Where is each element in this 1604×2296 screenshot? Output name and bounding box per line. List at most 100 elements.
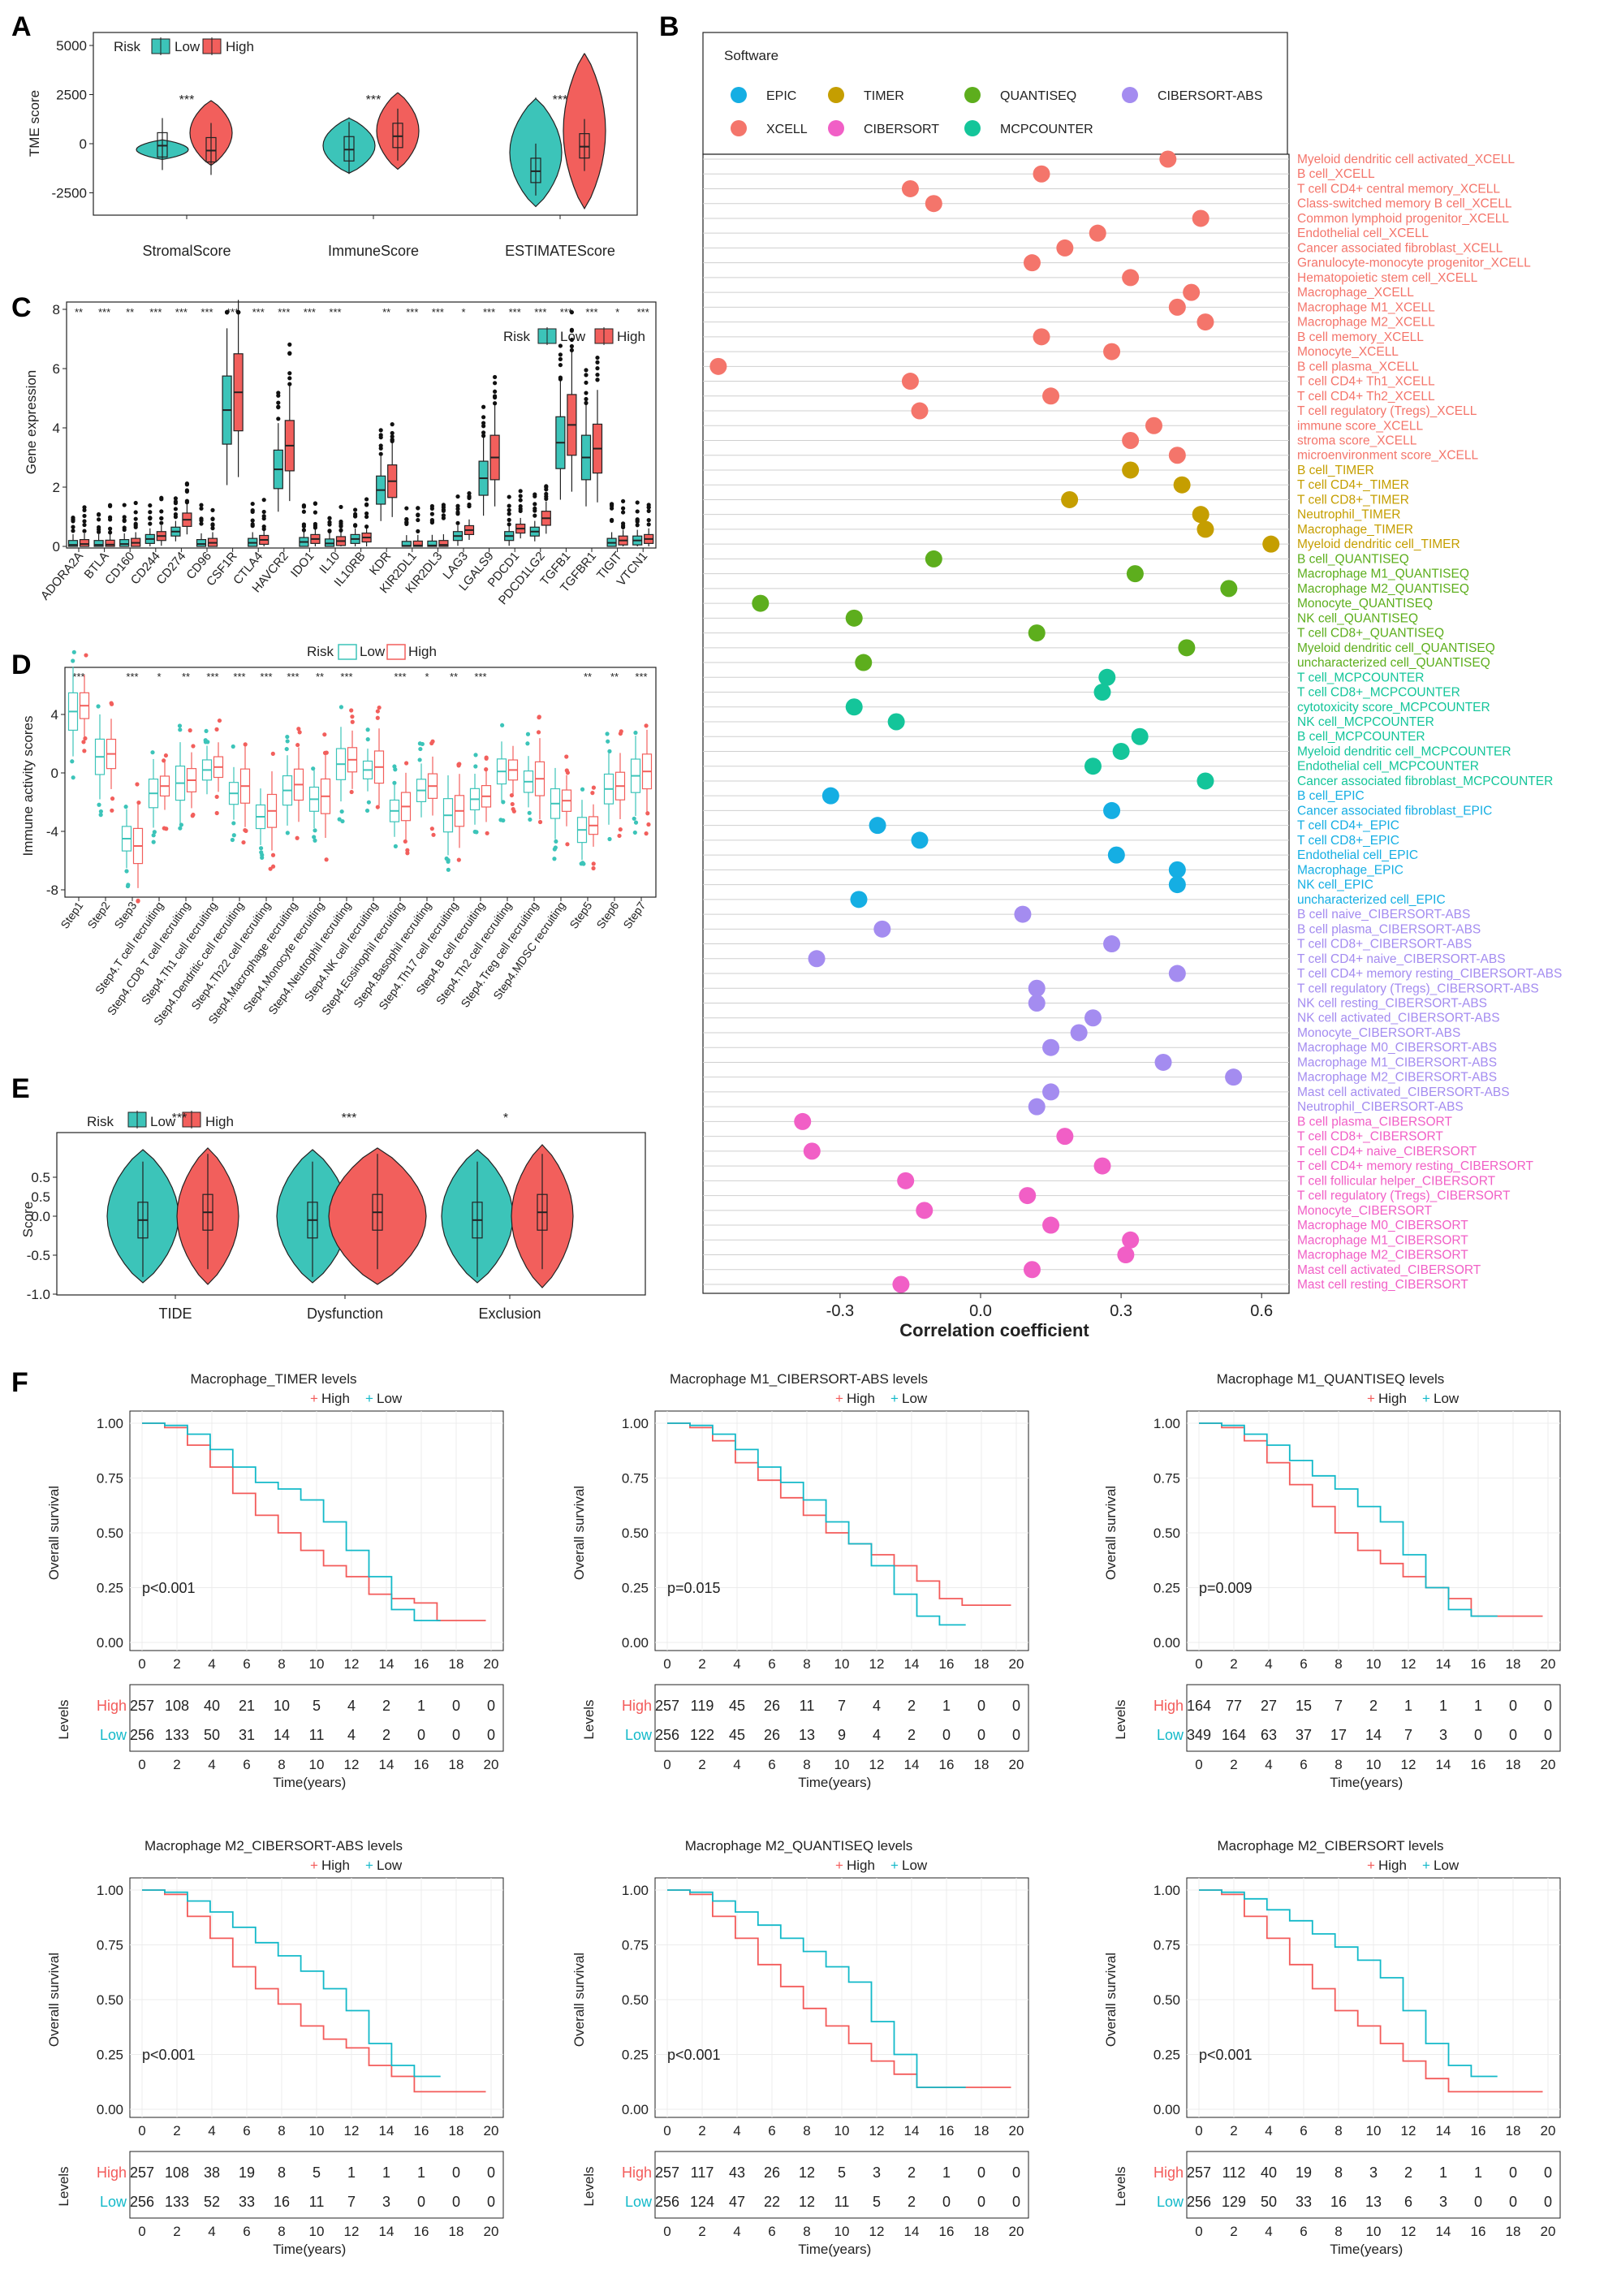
at-risk-low: 256 (1187, 2194, 1211, 2210)
x-tick-label: 10 (1366, 2123, 1382, 2138)
x-tick-label: 12 (344, 2224, 360, 2239)
outlier (416, 506, 420, 511)
y-axis-label: Overall survival (571, 1953, 587, 2047)
y-tick-label: 0.50 (1153, 1526, 1180, 1541)
outlier (312, 835, 317, 839)
x-tick-label: 12 (344, 2123, 360, 2138)
correlation-point (1168, 876, 1186, 894)
correlation-point (1028, 1098, 1046, 1116)
correlation-point (1262, 535, 1280, 553)
correlation-point (1098, 668, 1116, 686)
at-risk-high: 5 (313, 2164, 321, 2181)
outlier (416, 529, 420, 533)
legend-high: High (205, 1114, 234, 1129)
outlier (173, 499, 178, 504)
outlier (507, 522, 511, 527)
legend-source-label: TIMER (864, 89, 904, 103)
significance: *** (474, 671, 486, 683)
outlier (313, 838, 317, 843)
cell-label: microenvironment score_XCELL (1297, 449, 1479, 463)
at-risk-high: 257 (655, 1698, 679, 1714)
at-risk-high: 0 (452, 1698, 460, 1714)
outlier (322, 732, 327, 737)
at-risk-high: 2 (382, 1698, 390, 1714)
x-tick-label: 8 (278, 1656, 285, 1672)
cell-label: Myeloid dendritic cell_MCPCOUNTER (1297, 744, 1511, 758)
at-risk-high: 1 (1439, 2164, 1447, 2181)
cell-label: Macrophage M0_CIBERSORT-ABS (1297, 1041, 1497, 1055)
outlier (122, 519, 127, 524)
correlation-point (916, 1202, 934, 1219)
outlier (569, 343, 575, 349)
at-risk-high: 164 (1187, 1698, 1211, 1714)
x-tick-label: 0 (138, 2123, 145, 2138)
at-risk-high: 15 (1296, 1698, 1312, 1714)
outlier (507, 494, 511, 499)
km-plot: Macrophage M2_CIBERSORT-ABS levels+ High +… (46, 1838, 504, 2257)
x-tick-label: 8 (803, 2123, 810, 2138)
legend-dot (828, 87, 844, 103)
x-tick-label: 20 (1541, 1757, 1556, 1772)
cell-label: T cell CD8+_MCPCOUNTER (1297, 686, 1460, 700)
cell-label: T cell CD4+ Th2_XCELL (1297, 390, 1435, 404)
km-title: Macrophage M1_CIBERSORT-ABS levels (670, 1371, 928, 1387)
outlier (481, 421, 486, 425)
at-risk-low: 0 (487, 1727, 495, 1743)
outlier (378, 451, 383, 456)
x-tick-label: StromalScore (142, 243, 231, 259)
cell-label: B cell naive_CIBERSORT-ABS (1297, 908, 1470, 921)
outlier (136, 800, 141, 805)
cell-label: Common lymphoid progenitor_XCELL (1297, 212, 1509, 226)
at-risk-low: 63 (1261, 1727, 1277, 1743)
legend-low: Low (175, 39, 200, 54)
outlier (501, 818, 506, 823)
significance: *** (287, 671, 299, 683)
row-high-label: High (97, 1698, 127, 1714)
outlier (481, 430, 486, 435)
x-tick-label: 2 (1230, 1757, 1237, 1772)
outlier (184, 500, 189, 505)
correlation-point (873, 920, 891, 938)
p-value: p<0.001 (1199, 2047, 1253, 2063)
outlier (607, 749, 612, 753)
legend-high: High (321, 1391, 350, 1406)
outlier (507, 511, 511, 516)
cell-label: B cell plasma_XCELL (1297, 360, 1419, 373)
x-axis-label: Time(years) (1330, 2242, 1403, 2257)
at-risk-high: 1 (942, 1698, 951, 1714)
x-tick-label: 10 (1366, 1656, 1382, 1672)
legend-low: Low (1434, 1391, 1460, 1406)
outlier (484, 767, 489, 772)
legend-high: High (617, 329, 645, 344)
legend-low-mark: + (890, 1391, 899, 1406)
significance: * (461, 306, 465, 318)
correlation-point (1192, 209, 1209, 227)
panel-letter-D: D (11, 650, 32, 680)
outlier (148, 510, 153, 515)
x-tick-label: 14 (904, 2123, 920, 2138)
km-curve-high (142, 1422, 486, 1621)
outlier (404, 520, 409, 525)
outlier (364, 497, 369, 502)
levels-label: Levels (56, 1699, 71, 1739)
outlier (528, 817, 533, 822)
at-risk-low: 11 (834, 2194, 850, 2210)
x-tick-label: 20 (484, 2123, 499, 2138)
outlier (533, 502, 537, 507)
x-tick-label: 0 (138, 1757, 145, 1772)
correlation-point (1028, 624, 1046, 642)
at-risk-low: 256 (130, 2194, 154, 2210)
outlier (287, 351, 292, 356)
correlation-point (803, 1142, 821, 1160)
x-tick-label: 12 (344, 1757, 360, 1772)
outlier (349, 708, 354, 713)
correlation-point (794, 1112, 812, 1130)
legend-source-label: QUANTISEQ (1000, 89, 1076, 103)
cell-label: B cell_MCPCOUNTER (1297, 730, 1425, 744)
cell-label: Hematopoietic stem cell_XCELL (1297, 271, 1478, 285)
cell-label: T cell CD4+ naive_CIBERSORT-ABS (1297, 952, 1506, 966)
x-tick-label: 12 (1401, 2224, 1416, 2239)
y-tick-label: 1.00 (97, 1416, 123, 1431)
outlier (607, 836, 612, 842)
